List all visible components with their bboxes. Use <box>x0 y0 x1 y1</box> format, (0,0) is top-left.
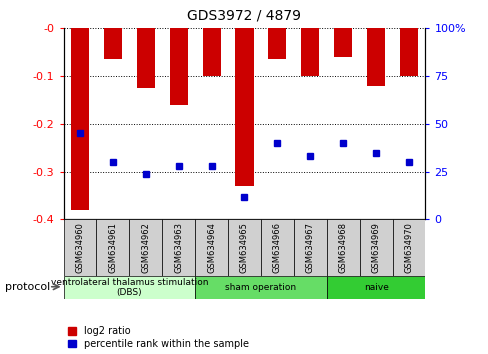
Bar <box>202 28 220 76</box>
Bar <box>63 276 195 299</box>
Bar <box>96 219 129 276</box>
Text: GSM634961: GSM634961 <box>108 222 117 273</box>
Bar <box>162 219 195 276</box>
Bar <box>268 28 286 59</box>
Text: GSM634964: GSM634964 <box>207 222 216 273</box>
Bar <box>261 219 293 276</box>
Bar <box>301 28 319 76</box>
Text: ventrolateral thalamus stimulation
(DBS): ventrolateral thalamus stimulation (DBS) <box>51 278 208 297</box>
Bar <box>366 28 385 86</box>
Bar <box>195 276 326 299</box>
Bar <box>129 219 162 276</box>
Bar <box>235 28 253 186</box>
Text: GSM634960: GSM634960 <box>75 222 84 273</box>
Text: protocol: protocol <box>5 282 50 292</box>
Legend: log2 ratio, percentile rank within the sample: log2 ratio, percentile rank within the s… <box>68 326 248 349</box>
Text: GSM634962: GSM634962 <box>141 222 150 273</box>
Text: GSM634965: GSM634965 <box>240 222 248 273</box>
Bar <box>227 219 261 276</box>
Bar <box>399 28 417 76</box>
Bar <box>63 219 96 276</box>
Bar <box>71 28 89 210</box>
Text: GSM634963: GSM634963 <box>174 222 183 273</box>
Text: GSM634966: GSM634966 <box>272 222 281 273</box>
Bar <box>137 28 155 88</box>
Bar <box>392 219 425 276</box>
Bar <box>333 28 351 57</box>
Bar <box>326 219 359 276</box>
Bar <box>359 219 392 276</box>
Bar <box>169 28 187 105</box>
Text: sham operation: sham operation <box>225 283 296 292</box>
Bar <box>326 276 425 299</box>
Text: GSM634970: GSM634970 <box>404 222 413 273</box>
Text: GDS3972 / 4879: GDS3972 / 4879 <box>187 9 301 23</box>
Bar <box>195 219 227 276</box>
Text: GSM634969: GSM634969 <box>371 222 380 273</box>
Bar <box>293 219 326 276</box>
Text: naive: naive <box>363 283 388 292</box>
Bar <box>103 28 122 59</box>
Text: GSM634968: GSM634968 <box>338 222 347 273</box>
Text: GSM634967: GSM634967 <box>305 222 314 273</box>
